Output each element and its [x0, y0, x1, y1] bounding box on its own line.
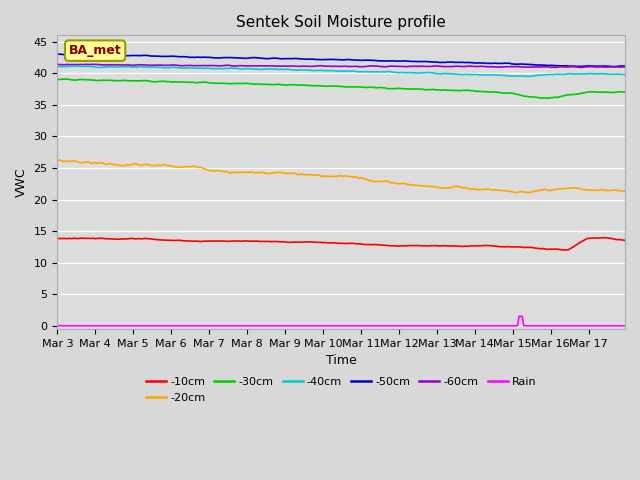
-10cm	[302, 239, 310, 245]
-10cm	[242, 238, 250, 244]
-20cm	[243, 169, 251, 175]
-60cm	[223, 62, 230, 68]
-60cm	[302, 63, 310, 69]
-50cm	[243, 55, 251, 61]
-20cm	[224, 169, 232, 175]
Line: -60cm: -60cm	[58, 64, 625, 68]
Rain	[123, 323, 131, 329]
-10cm	[223, 238, 230, 244]
-50cm	[303, 56, 311, 62]
Legend: -10cm, -20cm, -30cm, -40cm, -50cm, -60cm, Rain: -10cm, -20cm, -30cm, -40cm, -50cm, -60cm…	[141, 372, 541, 407]
Rain	[591, 323, 599, 329]
-50cm	[253, 55, 260, 60]
-40cm	[303, 67, 311, 73]
-60cm	[579, 65, 586, 71]
-30cm	[224, 81, 232, 86]
-40cm	[253, 66, 260, 72]
-20cm	[621, 189, 629, 194]
-20cm	[593, 187, 600, 193]
-50cm	[621, 63, 629, 69]
Rain	[515, 313, 523, 319]
-30cm	[54, 77, 61, 83]
-20cm	[125, 162, 132, 168]
Line: Rain: Rain	[58, 316, 625, 326]
-10cm	[599, 235, 607, 240]
-30cm	[544, 96, 552, 101]
-20cm	[57, 157, 65, 163]
-40cm	[224, 65, 232, 71]
-40cm	[593, 71, 600, 77]
-40cm	[523, 73, 531, 79]
-30cm	[253, 81, 260, 87]
-60cm	[621, 64, 629, 70]
-50cm	[54, 51, 61, 57]
-30cm	[303, 83, 311, 88]
Rain	[54, 323, 61, 329]
-40cm	[621, 72, 629, 77]
Rain	[242, 323, 250, 329]
Rain	[223, 323, 230, 329]
Line: -10cm: -10cm	[58, 238, 625, 250]
-40cm	[69, 63, 77, 69]
-20cm	[253, 169, 260, 175]
-10cm	[621, 238, 629, 243]
-20cm	[54, 157, 61, 163]
-20cm	[512, 190, 520, 195]
-40cm	[243, 66, 251, 72]
-40cm	[125, 64, 132, 70]
Title: Sentek Soil Moisture profile: Sentek Soil Moisture profile	[236, 15, 446, 30]
-50cm	[591, 63, 599, 69]
-60cm	[123, 62, 131, 68]
Line: -40cm: -40cm	[58, 66, 625, 76]
-50cm	[125, 53, 132, 59]
-60cm	[251, 63, 259, 69]
-60cm	[242, 63, 250, 69]
-30cm	[593, 89, 600, 95]
-60cm	[54, 61, 61, 67]
-10cm	[123, 236, 131, 242]
Rain	[302, 323, 310, 329]
-50cm	[57, 51, 65, 57]
Rain	[251, 323, 259, 329]
Rain	[621, 323, 629, 329]
-10cm	[561, 247, 569, 253]
-60cm	[591, 64, 599, 70]
-10cm	[54, 236, 61, 241]
X-axis label: Time: Time	[326, 354, 356, 367]
-30cm	[63, 76, 71, 82]
-30cm	[125, 78, 132, 84]
Line: -50cm: -50cm	[58, 54, 625, 67]
-10cm	[591, 235, 599, 241]
-50cm	[224, 55, 232, 60]
-30cm	[621, 89, 629, 95]
Text: BA_met: BA_met	[68, 44, 122, 57]
Line: -20cm: -20cm	[58, 160, 625, 192]
-50cm	[610, 64, 618, 70]
-20cm	[303, 172, 311, 178]
Y-axis label: VWC: VWC	[15, 168, 28, 197]
-10cm	[251, 238, 259, 244]
-40cm	[54, 63, 61, 69]
-30cm	[243, 81, 251, 86]
Line: -30cm: -30cm	[58, 79, 625, 98]
